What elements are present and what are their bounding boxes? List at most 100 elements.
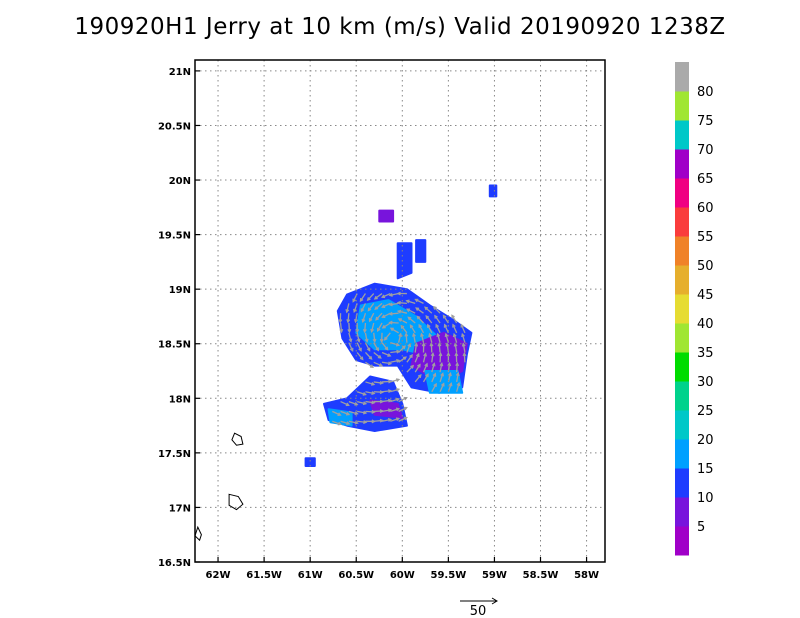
wind-arrow-head xyxy=(446,352,451,357)
colorbar-swatch xyxy=(675,62,689,92)
wind-arrow-head xyxy=(366,347,371,352)
wind-arrow xyxy=(382,322,391,329)
chart-title: 190920H1 Jerry at 10 km (m/s) Valid 2019… xyxy=(74,14,726,40)
colorbar-swatch xyxy=(675,149,689,179)
wind-arrow xyxy=(356,352,364,360)
wind-arrow-head xyxy=(417,363,421,368)
wind-arrow-head xyxy=(363,420,368,424)
wind-arrow-head xyxy=(398,332,403,337)
wind-arrow-head xyxy=(438,352,443,357)
wind-arrow xyxy=(332,420,341,426)
wind-arrow-head xyxy=(403,416,408,421)
wind-arrow xyxy=(433,306,441,314)
land-outline-1 xyxy=(228,493,244,511)
colorbar-swatch xyxy=(675,323,689,353)
wind-arrow xyxy=(397,301,407,305)
wind-arrow-head xyxy=(379,338,384,344)
wind-arrow-head xyxy=(401,345,406,350)
wind-arrow xyxy=(357,420,367,423)
wind-arrow xyxy=(398,356,407,363)
wind-arrow xyxy=(397,310,408,314)
wind-arrow xyxy=(422,373,429,383)
wind-arrow xyxy=(398,318,408,324)
y-tick-label: 21N xyxy=(169,67,191,78)
wind-arrow-head xyxy=(402,356,407,361)
colorbar-swatch xyxy=(675,439,689,469)
wind-arrow xyxy=(414,364,421,373)
wind-arrow-head xyxy=(345,402,350,407)
wind-arrow xyxy=(420,333,425,343)
wind-arrow-head xyxy=(353,308,357,314)
wind-arrow xyxy=(463,353,466,363)
wind-arrow-head xyxy=(388,302,393,307)
wind-arrow-head xyxy=(425,373,429,378)
wind-arrow-head xyxy=(389,327,394,332)
colorbar-label: 75 xyxy=(697,114,714,129)
wind-arrow xyxy=(381,409,392,413)
wind-arrow xyxy=(453,333,458,343)
wind-arrow xyxy=(389,312,399,315)
wind-arrow xyxy=(373,381,383,384)
wind-arrow xyxy=(340,400,350,406)
wind-arrow xyxy=(454,343,458,353)
wind-arrow xyxy=(384,332,391,341)
wind-arrow-head xyxy=(368,355,373,360)
wind-arrow-head xyxy=(440,372,445,377)
wind-arrow-head xyxy=(339,328,344,334)
wind-arrow xyxy=(362,312,367,322)
wind-region-7 xyxy=(396,242,413,280)
wind-arrow-head xyxy=(362,392,367,396)
wind-arrow-head xyxy=(348,338,353,343)
colorbar-swatch xyxy=(675,91,689,121)
y-tick-label: 20.5N xyxy=(158,121,191,132)
wind-arrow xyxy=(439,353,442,363)
colorbar-label: 50 xyxy=(697,259,714,274)
wind-arrow-head xyxy=(395,387,401,392)
land-outline-2 xyxy=(194,525,202,542)
wind-arrow-head xyxy=(354,420,359,425)
wind-arrow-head xyxy=(462,352,467,357)
colorbar-swatch xyxy=(675,352,689,382)
wind-arrow-head xyxy=(345,309,350,314)
wind-arrow-head xyxy=(447,361,452,367)
wind-arrow xyxy=(340,410,350,416)
wind-arrow-head xyxy=(434,314,438,319)
plot-area xyxy=(194,184,498,542)
wind-arrow-head xyxy=(396,291,401,296)
wind-arrow-head xyxy=(388,292,393,297)
wind-arrow-head xyxy=(397,318,402,322)
wind-arrow-head xyxy=(364,338,369,343)
colorbar-swatch xyxy=(675,294,689,324)
wind-arrow xyxy=(390,378,400,383)
wind-arrow-head xyxy=(384,346,389,351)
wind-arrow-head xyxy=(431,362,436,367)
wind-arrow-head xyxy=(414,342,419,347)
wind-arrow-head xyxy=(373,295,378,300)
wind-arrow xyxy=(356,391,366,396)
wind-arrow-head xyxy=(455,361,460,367)
wind-arrow xyxy=(406,343,411,353)
colorbar-label: 35 xyxy=(697,346,714,361)
wind-arrow xyxy=(375,312,383,321)
wind-arrow-head xyxy=(461,342,466,347)
wind-arrow-head xyxy=(425,314,430,320)
wind-arrow-head xyxy=(406,308,411,313)
wind-arrow-head xyxy=(432,305,437,310)
colorbar-label: 5 xyxy=(697,520,705,535)
wind-arrow xyxy=(414,374,422,383)
wind-arrow xyxy=(390,359,400,363)
wind-arrow-head xyxy=(375,347,379,352)
colorbar-label: 60 xyxy=(697,201,714,216)
wind-arrow xyxy=(353,303,358,313)
wind-arrow xyxy=(381,418,391,422)
wind-arrow xyxy=(340,420,350,425)
wind-arrow xyxy=(431,383,437,393)
wind-arrow xyxy=(389,302,399,306)
colorbar-swatch xyxy=(675,236,689,266)
wind-arrow xyxy=(374,293,383,300)
wind-arrow-head xyxy=(362,410,368,415)
x-tick-label: 59.5W xyxy=(431,570,467,581)
wind-arrow xyxy=(442,315,449,324)
wind-arrow-head xyxy=(354,411,359,416)
colorbar-label: 45 xyxy=(697,288,714,303)
